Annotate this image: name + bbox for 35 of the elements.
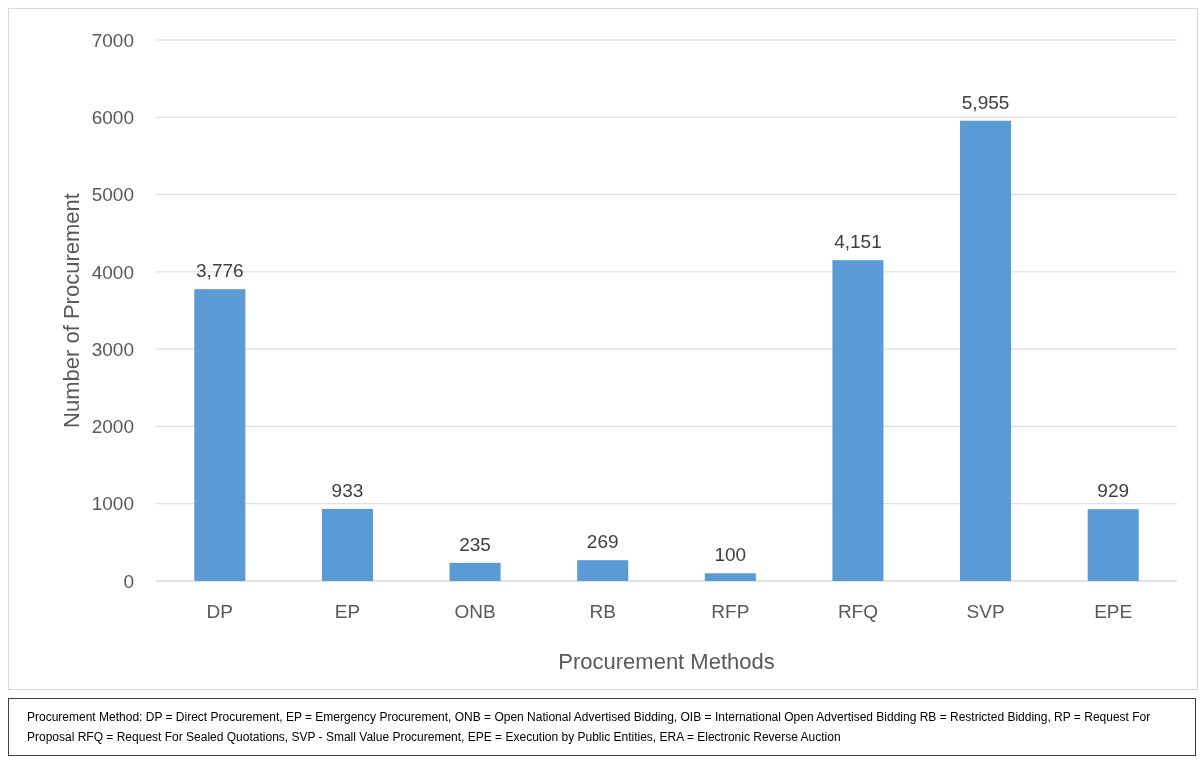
x-tick-label: RB bbox=[589, 601, 616, 622]
bar bbox=[194, 289, 246, 581]
data-label: 100 bbox=[714, 544, 747, 566]
x-tick-label: ONB bbox=[454, 601, 496, 622]
x-tick-label: EP bbox=[334, 601, 361, 622]
bar bbox=[321, 508, 373, 581]
bar bbox=[832, 260, 884, 581]
bar bbox=[449, 562, 501, 581]
bar bbox=[577, 560, 629, 581]
x-tick-label: RFQ bbox=[837, 601, 878, 622]
data-label: 933 bbox=[331, 479, 364, 501]
y-tick-label: 5000 bbox=[91, 184, 134, 206]
x-tick-label: EPE bbox=[1094, 601, 1133, 622]
y-tick-label: 4000 bbox=[91, 261, 134, 283]
bar bbox=[960, 120, 1012, 581]
y-tick-label: 2000 bbox=[91, 416, 134, 438]
data-label: 5,955 bbox=[961, 91, 1010, 113]
x-tick-label: DP bbox=[206, 601, 234, 622]
text: Procurement Method: DP = Direct Procurement, EP = Emergency Procurement, ONB = Open National Advertised Bidding, OIB = International Open Advertised Bidding RB = Restricted Bidding, RP = Request For Proposal RFQ = Request For Sealed Quotations, SVP - Small Value Procurement, EPE = Execution by Public Entities, ERA = Electronic Reverse Auction bbox=[8, 698, 1196, 756]
y-tick-label: 7000 bbox=[91, 29, 134, 51]
data-label: 929 bbox=[1097, 480, 1130, 502]
bar bbox=[704, 573, 756, 581]
data-label: 3,776 bbox=[196, 260, 244, 282]
y-tick-label: 6000 bbox=[91, 106, 134, 128]
data-label: 269 bbox=[586, 531, 619, 553]
y-tick-label: 1000 bbox=[91, 493, 134, 515]
x-axis-title: Procurement Methods bbox=[558, 649, 775, 674]
y-tick-label: 0 bbox=[123, 570, 134, 592]
bar bbox=[1087, 509, 1139, 581]
y-axis-title: Number of Procurement bbox=[59, 193, 84, 428]
data-label: 4,151 bbox=[834, 231, 882, 253]
data-label: 235 bbox=[459, 533, 491, 555]
x-tick-label: SVP bbox=[966, 601, 1005, 622]
x-tick-label: RFP bbox=[711, 601, 750, 622]
y-tick-label: 3000 bbox=[91, 338, 134, 360]
